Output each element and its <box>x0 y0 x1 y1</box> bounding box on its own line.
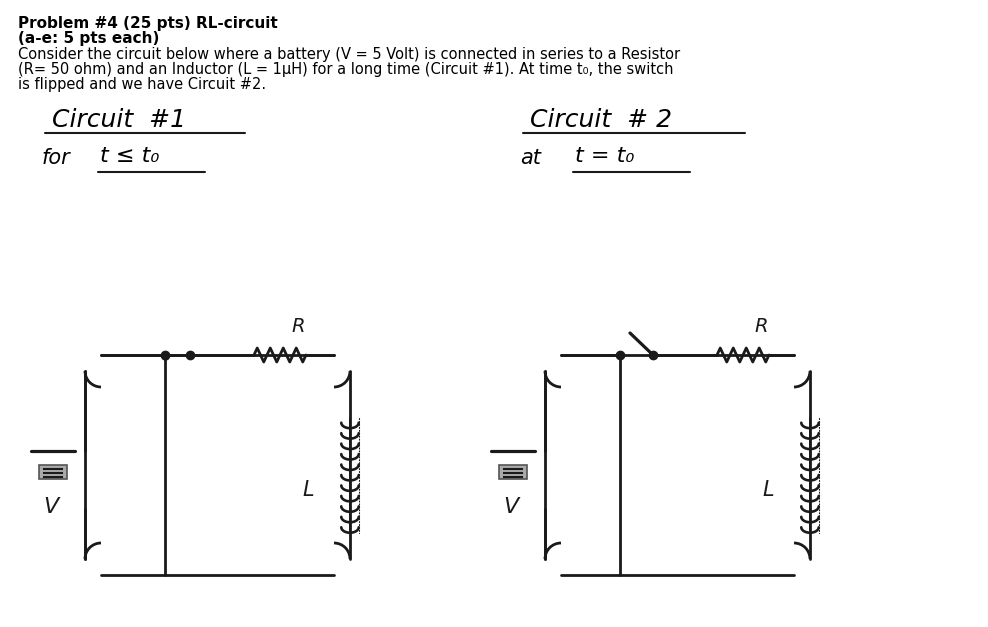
Text: Consider the circuit below where a battery (V = 5 Volt) is connected in series t: Consider the circuit below where a batte… <box>18 47 680 62</box>
Text: at: at <box>520 148 540 168</box>
Text: Problem #4 (25 pts) RL-circuit: Problem #4 (25 pts) RL-circuit <box>18 16 278 31</box>
Text: V: V <box>503 497 519 517</box>
Text: t ≤ t₀: t ≤ t₀ <box>100 146 159 166</box>
Text: (a-e: 5 pts each): (a-e: 5 pts each) <box>18 31 159 46</box>
FancyBboxPatch shape <box>499 465 527 479</box>
Text: for: for <box>42 148 71 168</box>
Text: (R= 50 ohm) and an Inductor (L = 1μH) for a long time (Circuit #1). At time t₀, : (R= 50 ohm) and an Inductor (L = 1μH) fo… <box>18 62 674 77</box>
Text: Circuit  #1: Circuit #1 <box>52 108 186 132</box>
Text: is flipped and we have Circuit #2.: is flipped and we have Circuit #2. <box>18 77 266 92</box>
Text: Circuit  # 2: Circuit # 2 <box>530 108 672 132</box>
FancyBboxPatch shape <box>39 465 67 479</box>
Text: R: R <box>291 317 304 336</box>
Text: L: L <box>302 480 314 500</box>
Text: t = t₀: t = t₀ <box>575 146 634 166</box>
Text: V: V <box>43 497 58 517</box>
Text: R: R <box>754 317 768 336</box>
Text: L: L <box>762 480 774 500</box>
